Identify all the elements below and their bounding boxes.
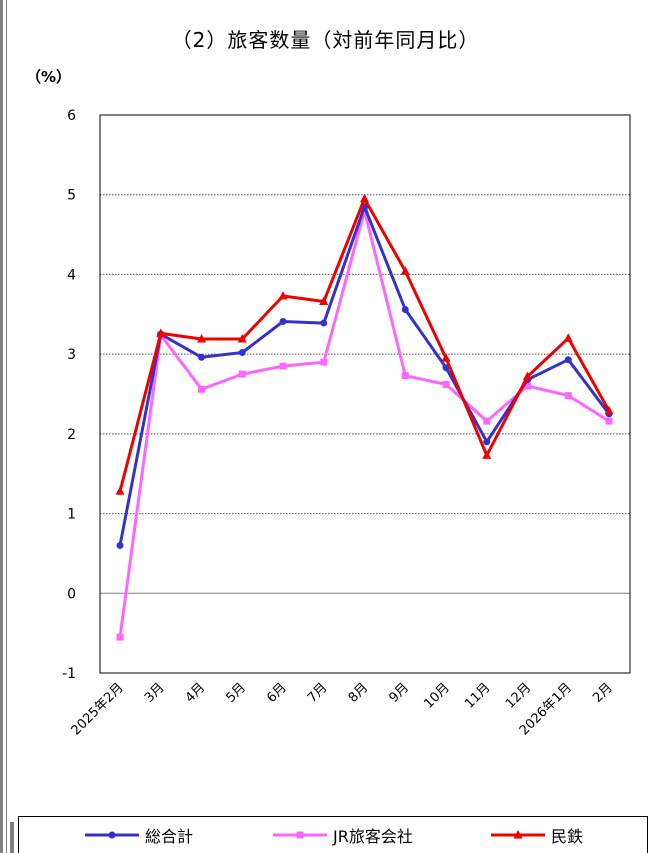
data-point bbox=[442, 380, 450, 388]
y-tick-label: 2 bbox=[67, 427, 76, 443]
data-point bbox=[238, 349, 246, 357]
data-point bbox=[237, 333, 247, 343]
data-point bbox=[401, 306, 409, 314]
data-point bbox=[278, 290, 288, 300]
data-point bbox=[115, 486, 125, 495]
x-tick-label: 3月 bbox=[142, 680, 168, 706]
y-tick-label: 6 bbox=[67, 108, 76, 124]
series-line bbox=[118, 197, 611, 492]
chart-title: （2）旅客数量（対前年同月比） bbox=[171, 28, 480, 52]
legend-item-total: 総合計 bbox=[83, 817, 193, 853]
legend-item-jr: JR旅客会社 bbox=[271, 817, 413, 853]
x-tick-label: 2025年2月 bbox=[69, 680, 127, 738]
data-point bbox=[483, 438, 491, 446]
data-point bbox=[319, 296, 329, 306]
data-point bbox=[482, 450, 492, 459]
data-point bbox=[156, 328, 166, 337]
data-point bbox=[524, 382, 531, 390]
x-tick-label: 2月 bbox=[590, 680, 616, 706]
y-tick-label: -1 bbox=[62, 666, 76, 682]
frame-corner bbox=[10, 822, 14, 853]
data-point bbox=[400, 266, 410, 275]
series-layer bbox=[115, 193, 614, 641]
x-tick-label: 4月 bbox=[183, 680, 209, 706]
data-point bbox=[279, 362, 287, 370]
data-point bbox=[238, 370, 246, 378]
legend-item-private: 民鉄 bbox=[489, 817, 583, 853]
legend-label-jr: JR旅客会社 bbox=[333, 827, 413, 846]
data-point bbox=[198, 385, 205, 393]
y-tick-label: 3 bbox=[67, 347, 76, 363]
data-point bbox=[320, 319, 328, 327]
legend-swatch-private bbox=[491, 830, 545, 839]
data-point bbox=[197, 333, 206, 343]
x-tick-label: 9月 bbox=[386, 680, 412, 706]
grid-layer bbox=[100, 194, 630, 594]
frame-border-inner bbox=[6, 0, 7, 853]
legend-label-total: 総合計 bbox=[145, 827, 194, 846]
y-tick-label: 1 bbox=[67, 507, 76, 523]
data-point bbox=[198, 353, 205, 361]
x-tick-label: 5月 bbox=[223, 680, 249, 706]
legend-label-private: 民鉄 bbox=[551, 827, 584, 846]
legend: 総合計 JR旅客会社 民鉄 bbox=[18, 816, 648, 853]
axis-layer: -1 0 1 2 3 4 5 6 2025年2月 3月 4月 5月 6月 7月 8月 9月 10月 11月 12月 2… bbox=[62, 108, 631, 738]
y-tick-label: 0 bbox=[67, 586, 76, 602]
data-point bbox=[320, 358, 328, 366]
data-point bbox=[483, 417, 491, 425]
legend-swatch-jr bbox=[273, 831, 327, 839]
data-point bbox=[564, 392, 572, 400]
data-point bbox=[441, 353, 451, 362]
data-point bbox=[604, 405, 614, 415]
x-tick-label: 11月 bbox=[462, 680, 493, 711]
plot-area-border bbox=[99, 114, 631, 674]
data-point bbox=[605, 417, 613, 425]
data-point bbox=[116, 541, 124, 549]
data-point bbox=[401, 372, 409, 380]
data-point bbox=[523, 371, 532, 380]
data-point bbox=[116, 633, 124, 641]
data-point bbox=[563, 333, 573, 342]
x-tick-label: 6月 bbox=[264, 680, 290, 706]
x-tick-label: 8月 bbox=[346, 680, 372, 706]
y-tick-label: 5 bbox=[67, 188, 76, 204]
data-point bbox=[360, 193, 369, 203]
legend-swatch-total bbox=[85, 831, 139, 839]
x-tick-label: 12月 bbox=[503, 680, 534, 711]
y-axis-unit: （%） bbox=[26, 68, 72, 86]
y-tick-label: 4 bbox=[67, 267, 76, 283]
x-tick-label: 7月 bbox=[305, 680, 331, 706]
x-tick-label: 10月 bbox=[421, 680, 452, 711]
frame-border-left bbox=[0, 0, 3, 853]
data-point bbox=[564, 356, 572, 364]
data-point bbox=[279, 317, 287, 325]
